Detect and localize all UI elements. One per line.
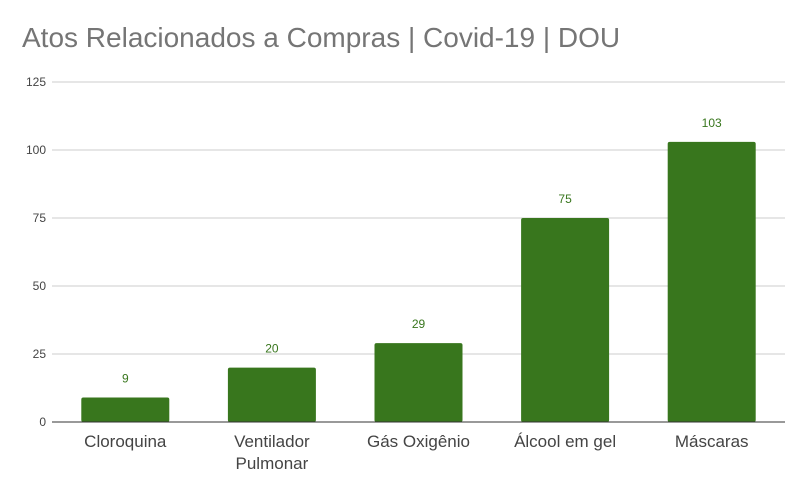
bar bbox=[374, 343, 463, 422]
y-tick-label: 75 bbox=[33, 211, 47, 225]
y-tick-label: 125 bbox=[26, 75, 46, 89]
bar bbox=[667, 141, 756, 422]
bar bbox=[521, 218, 610, 422]
x-category-label: Pulmonar bbox=[236, 454, 309, 473]
y-axis-ticks: 0 25 50 75 100 125 bbox=[26, 75, 46, 429]
data-label: 75 bbox=[558, 192, 572, 206]
bar bbox=[227, 367, 316, 422]
data-label: 20 bbox=[265, 342, 279, 356]
gridlines bbox=[52, 81, 785, 355]
y-tick-label: 0 bbox=[39, 415, 46, 429]
bars bbox=[81, 141, 756, 422]
x-category-label: Álcool em gel bbox=[514, 432, 616, 451]
y-tick-label: 100 bbox=[26, 143, 46, 157]
x-axis-labels: Cloroquina Ventilador Pulmonar Gás Oxigênio… bbox=[84, 432, 748, 473]
bar bbox=[81, 397, 170, 422]
y-tick-label: 50 bbox=[33, 279, 47, 293]
x-category-label: Cloroquina bbox=[84, 432, 167, 451]
data-label: 29 bbox=[412, 317, 426, 331]
x-category-label: Gás Oxigênio bbox=[367, 432, 470, 451]
data-label: 9 bbox=[122, 372, 129, 386]
x-category-label: Ventilador bbox=[234, 432, 310, 451]
y-tick-label: 25 bbox=[33, 347, 47, 361]
chart-title: Atos Relacionados a Compras | Covid-19 |… bbox=[22, 22, 621, 53]
data-labels: 9 20 29 75 103 bbox=[122, 116, 722, 386]
x-category-label: Máscaras bbox=[675, 432, 749, 451]
data-label: 103 bbox=[702, 116, 722, 130]
